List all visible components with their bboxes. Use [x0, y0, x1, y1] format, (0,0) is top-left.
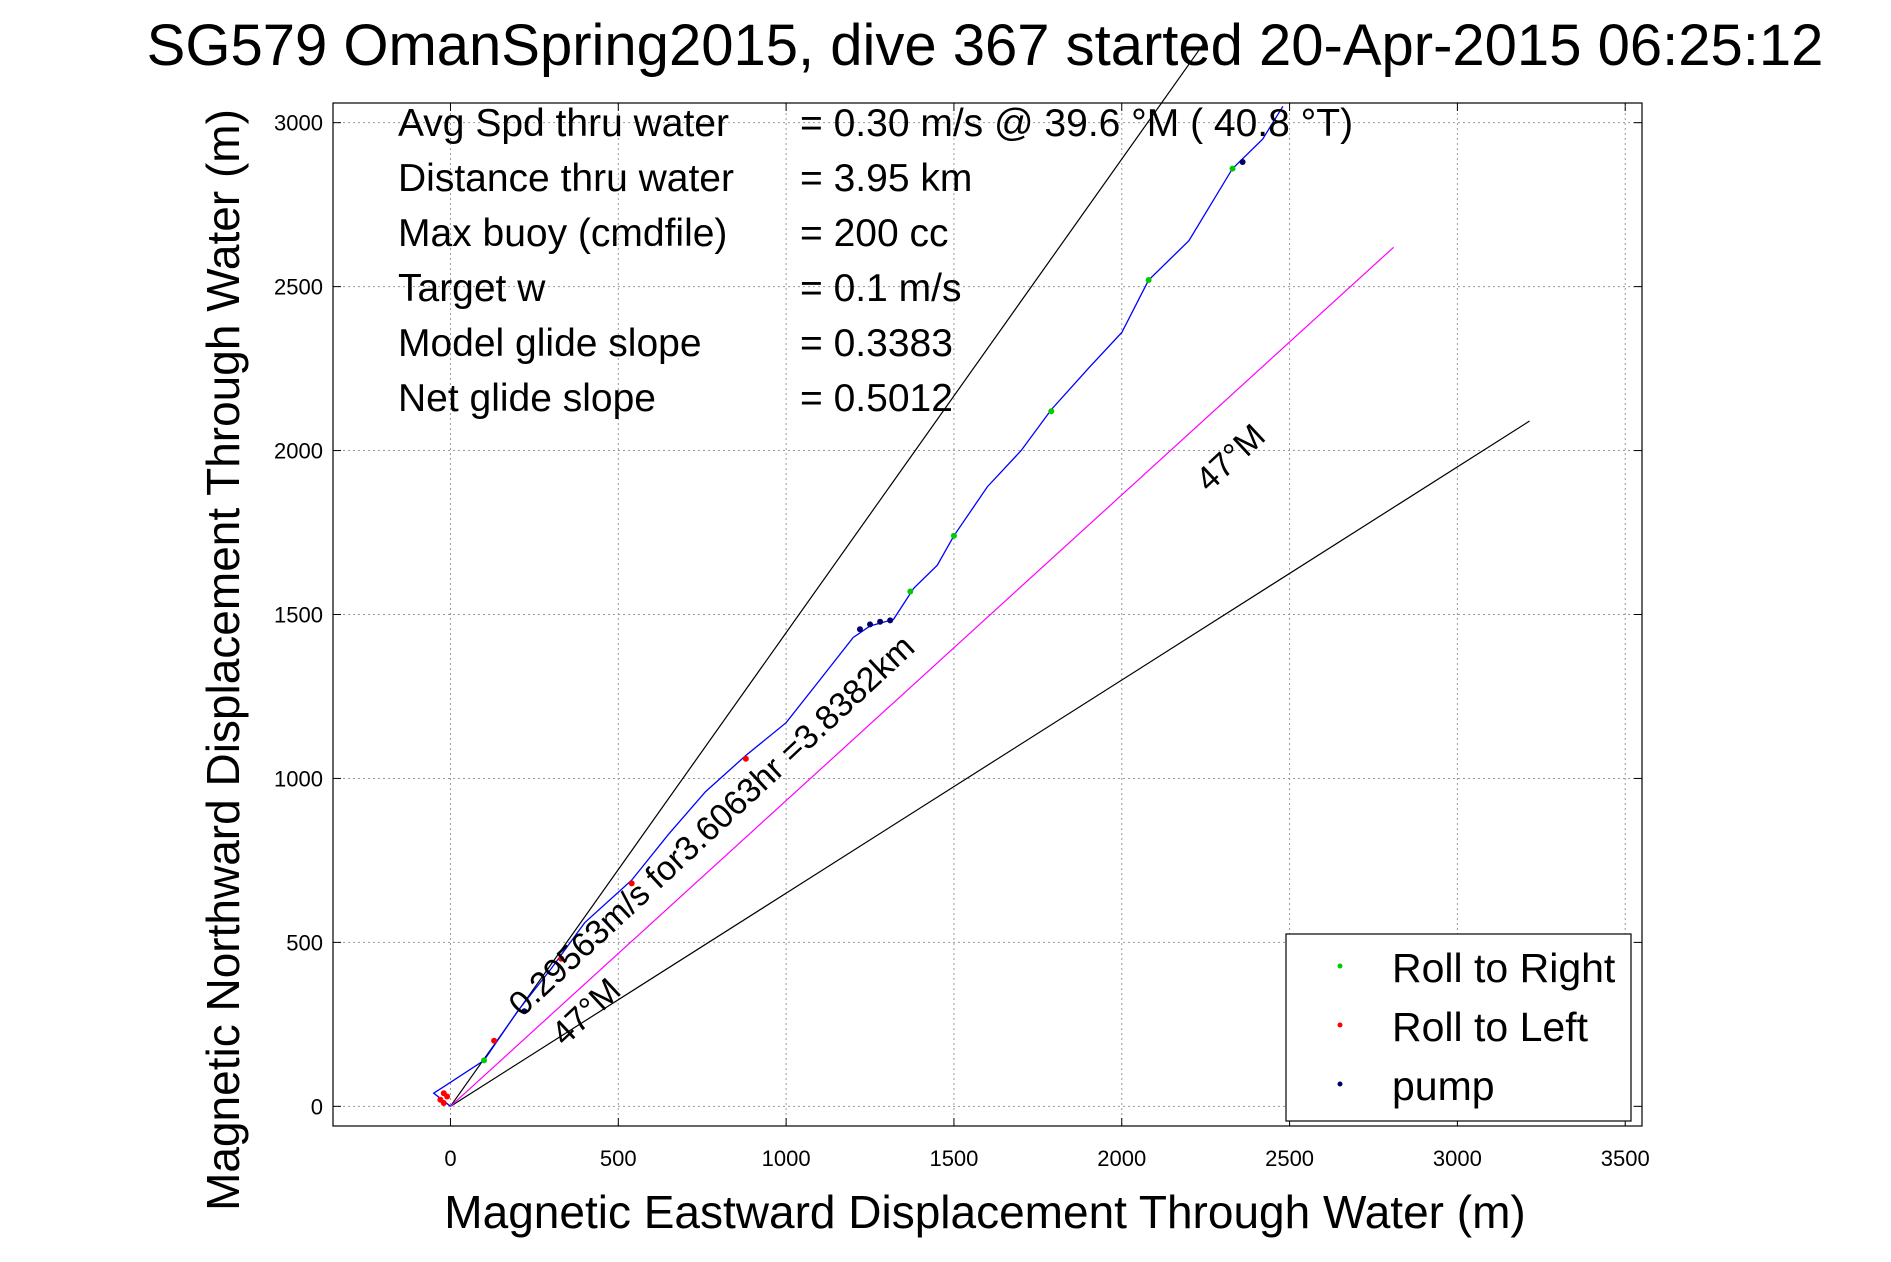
annotation-value: = 200 cc	[800, 212, 949, 255]
legend-marker-pump	[1337, 1081, 1343, 1087]
marker-roll-to-left	[628, 880, 635, 887]
x-tick-label: 500	[600, 1146, 637, 1171]
annotation-value: = 0.3383	[800, 322, 953, 365]
legend: Roll to Right Roll to Left pump	[1285, 933, 1632, 1122]
reference-line	[450, 420, 1530, 1107]
marker-roll-to-right	[950, 532, 957, 539]
annotation-label: Distance thru water	[398, 157, 734, 200]
x-tick-label: 2000	[1097, 1146, 1146, 1171]
marker-pump	[887, 617, 894, 624]
x-tick-label: 1000	[762, 1146, 811, 1171]
x-tick-label: 0	[444, 1146, 456, 1171]
line-label: 47°M	[1189, 417, 1273, 499]
marker-roll-to-right	[1229, 165, 1236, 172]
annotation-label: Model glide slope	[398, 322, 702, 365]
reference-line	[449, 40, 1207, 1107]
y-tick-label: 3000	[274, 111, 323, 136]
marker-pump	[1239, 159, 1246, 166]
y-tick-label: 500	[286, 930, 323, 955]
legend-box	[1285, 933, 1632, 1122]
reference-lines	[449, 40, 1530, 1107]
marker-roll-to-left	[491, 1037, 498, 1044]
x-tick-label: 3000	[1433, 1146, 1482, 1171]
chart-title: SG579 OmanSpring2015, dive 367 started 2…	[147, 13, 1824, 78]
annotation-value: = 3.95 km	[800, 157, 972, 200]
x-tick-label: 3500	[1601, 1146, 1650, 1171]
axis-ticks: 0 500 1000 1500 2000 2500 3000 3500 0 500 1000 1500…	[274, 103, 1650, 1171]
event-markers	[437, 159, 1246, 1107]
annotation-value: = 0.30 m/s @ 39.6 °M ( 40.8 °T)	[800, 102, 1353, 145]
stats-annotations: Avg Spd thru water = 0.30 m/s @ 39.6 °M (…	[398, 102, 1353, 420]
legend-label-roll-to-left: Roll to Left	[1392, 1004, 1589, 1050]
y-tick-label: 1000	[274, 766, 323, 791]
marker-roll-to-left	[440, 1090, 447, 1097]
marker-pump	[521, 1008, 528, 1015]
marker-roll-to-right	[1145, 277, 1152, 284]
x-axis-label: Magnetic Eastward Displacement Through W…	[444, 1186, 1525, 1238]
marker-roll-to-right	[907, 588, 914, 595]
legend-marker-roll-to-left	[1337, 1022, 1343, 1028]
legend-marker-roll-to-right	[1337, 963, 1343, 969]
marker-roll-to-right	[1048, 408, 1055, 415]
marker-roll-to-left	[742, 755, 749, 762]
marker-pump	[856, 626, 863, 633]
annotation-label: Max buoy (cmdfile)	[398, 212, 727, 255]
marker-roll-to-left	[558, 955, 565, 962]
x-tick-label: 2500	[1265, 1146, 1314, 1171]
marker-pump	[867, 621, 874, 628]
annotation-value: = 0.1 m/s	[800, 267, 961, 310]
annotation-label: Net glide slope	[398, 377, 656, 420]
marker-roll-to-left	[440, 1100, 447, 1107]
y-tick-label: 2500	[274, 275, 323, 300]
x-tick-label: 1500	[929, 1146, 978, 1171]
reference-line	[450, 246, 1395, 1107]
y-tick-label: 0	[311, 1094, 323, 1119]
y-axis-label: Magnetic Northward Displacement Through …	[197, 109, 249, 1211]
marker-roll-to-right	[481, 1057, 488, 1064]
annotation-label: Avg Spd thru water	[398, 102, 729, 145]
line-label: 0.29563m/s for3.6063hr =3.8382km	[502, 628, 923, 1024]
legend-label-pump: pump	[1392, 1063, 1495, 1109]
annotation-label: Target w	[398, 267, 546, 310]
y-tick-label: 2000	[274, 439, 323, 464]
marker-pump	[877, 618, 884, 625]
legend-label-roll-to-right: Roll to Right	[1392, 945, 1616, 991]
y-tick-label: 1500	[274, 603, 323, 628]
annotation-value: = 0.5012	[800, 377, 953, 420]
